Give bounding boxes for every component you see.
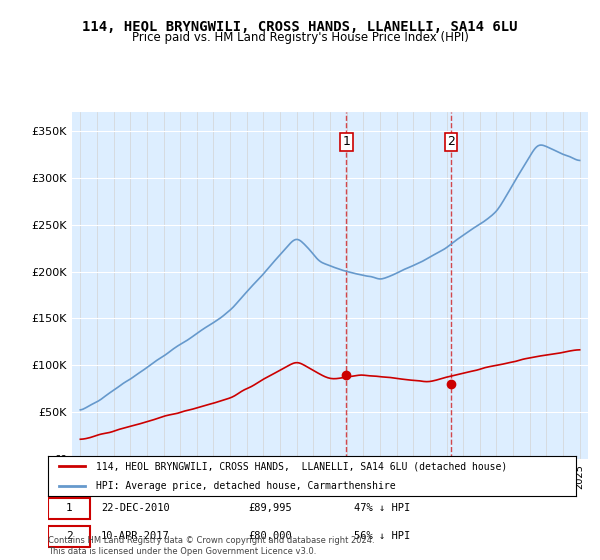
Text: 2: 2	[447, 136, 455, 148]
Text: £89,995: £89,995	[248, 503, 292, 513]
Text: 2: 2	[66, 531, 73, 541]
Text: Contains HM Land Registry data © Crown copyright and database right 2024.
This d: Contains HM Land Registry data © Crown c…	[48, 536, 374, 556]
Text: 114, HEOL BRYNGWILI, CROSS HANDS,  LLANELLI, SA14 6LU (detached house): 114, HEOL BRYNGWILI, CROSS HANDS, LLANEL…	[95, 461, 507, 471]
Text: Price paid vs. HM Land Registry's House Price Index (HPI): Price paid vs. HM Land Registry's House …	[131, 31, 469, 44]
Text: HPI: Average price, detached house, Carmarthenshire: HPI: Average price, detached house, Carm…	[95, 481, 395, 491]
Text: 10-APR-2017: 10-APR-2017	[101, 531, 170, 541]
Text: 22-DEC-2010: 22-DEC-2010	[101, 503, 170, 513]
Text: 47% ↓ HPI: 47% ↓ HPI	[354, 503, 410, 513]
Text: 1: 1	[66, 503, 73, 513]
Text: £80,000: £80,000	[248, 531, 292, 541]
FancyBboxPatch shape	[48, 498, 90, 519]
Text: 114, HEOL BRYNGWILI, CROSS HANDS, LLANELLI, SA14 6LU: 114, HEOL BRYNGWILI, CROSS HANDS, LLANEL…	[82, 20, 518, 34]
Text: 1: 1	[342, 136, 350, 148]
Text: 56% ↓ HPI: 56% ↓ HPI	[354, 531, 410, 541]
FancyBboxPatch shape	[48, 526, 90, 547]
